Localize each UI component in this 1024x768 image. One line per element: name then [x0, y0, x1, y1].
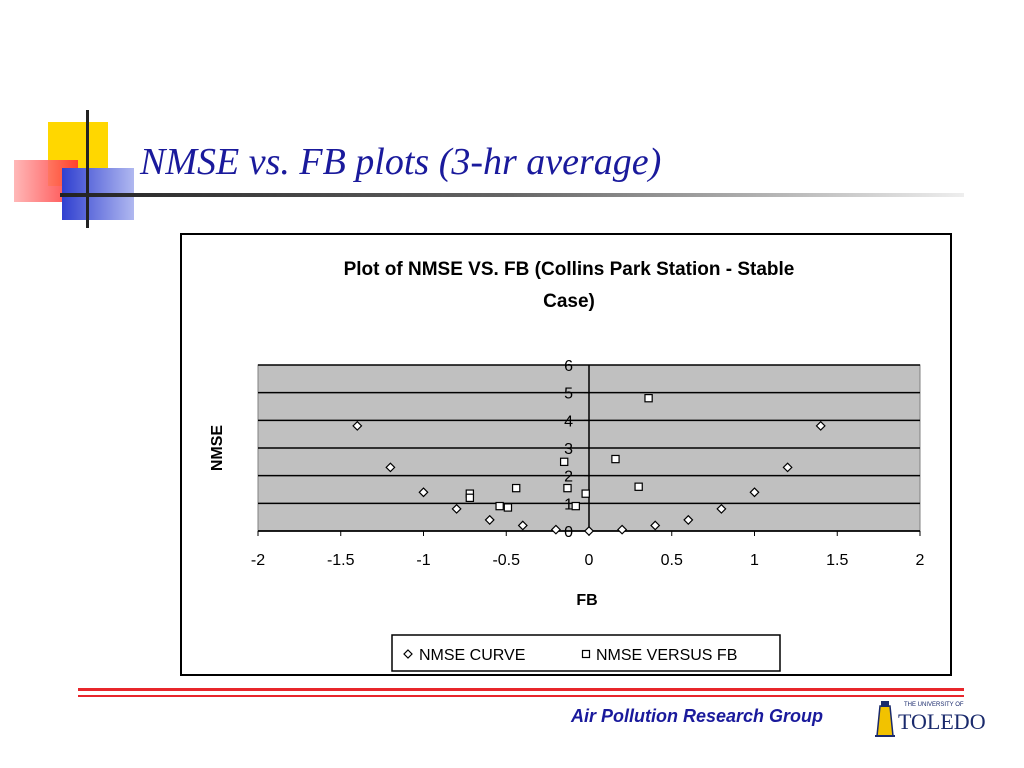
x-tick-label: 1.5 [826, 552, 848, 569]
data-point-nmse-versus-fb [634, 482, 643, 491]
lighthouse-icon [875, 701, 895, 737]
page-title: NMSE vs. FB plots (3-hr average) [140, 141, 662, 183]
y-tick-label: 3 [564, 441, 573, 458]
data-point-nmse-curve [451, 503, 462, 514]
data-point-nmse-curve [418, 487, 429, 498]
x-tick-label: -2 [251, 552, 265, 569]
data-point-nmse-curve [683, 514, 694, 525]
logo-small-text: THE UNIVERSITY OF [904, 702, 964, 708]
legend-label-nmse-curve: NMSE CURVE [419, 647, 525, 664]
legend-marker-square [581, 649, 591, 659]
x-axis-label: FB [576, 592, 597, 609]
data-point-nmse-versus-fb [503, 503, 513, 512]
x-tick-label: -1 [416, 552, 430, 569]
data-point-nmse-versus-fb [644, 394, 653, 403]
x-tick-label: -0.5 [492, 552, 520, 569]
y-axis-label: NMSE [209, 425, 226, 472]
y-tick-label: 1 [564, 496, 573, 513]
title-underline [60, 193, 964, 197]
chart-frame: Plot of NMSE VS. FB (Collins Park Statio… [180, 233, 952, 676]
data-point-nmse-curve [583, 525, 595, 537]
data-point-nmse-curve [815, 420, 826, 431]
y-tick-label: 5 [564, 386, 573, 403]
x-tick-label: 1 [750, 552, 759, 569]
y-tick-label: 0 [564, 524, 573, 541]
data-point-nmse-curve [650, 520, 661, 531]
data-point-nmse-versus-fb [495, 501, 504, 511]
footer-rule-bottom [78, 695, 964, 697]
data-point-nmse-curve [782, 462, 793, 473]
data-point-nmse-curve [716, 503, 727, 514]
data-point-nmse-curve [749, 487, 760, 498]
data-point-nmse-versus-fb [563, 483, 572, 493]
footer-rule-top [78, 688, 964, 691]
data-point-nmse-curve [550, 524, 561, 535]
data-point-nmse-curve [385, 462, 396, 473]
data-point-nmse-versus-fb [465, 493, 475, 503]
data-point-nmse-versus-fb [571, 501, 580, 511]
data-point-nmse-curve [352, 420, 363, 431]
chart-svg: Plot of NMSE VS. FB (Collins Park Statio… [209, 259, 925, 672]
x-tick-label: -1.5 [327, 552, 355, 569]
x-tick-label: 0.5 [661, 552, 683, 569]
footer-group-name: Air Pollution Research Group [571, 706, 824, 726]
y-tick-label: 6 [564, 358, 573, 375]
data-point-nmse-versus-fb [559, 457, 569, 467]
data-point-nmse-versus-fb [581, 489, 590, 498]
data-point-nmse-versus-fb [611, 454, 620, 464]
chart-title-line: Case) [543, 291, 595, 312]
data-point-nmse-curve [484, 514, 495, 525]
x-tick-label: 0 [585, 552, 594, 569]
deco-vertical-line [86, 110, 89, 228]
logo-main-text: TOLEDO [898, 709, 986, 734]
legend-marker-diamond [403, 649, 413, 659]
legend-label-nmse-versus-fb: NMSE VERSUS FB [596, 647, 737, 664]
university-logo: THE UNIVERSITY OF TOLEDO [868, 698, 986, 738]
data-point-nmse-curve [517, 520, 528, 531]
x-tick-label: 2 [916, 552, 925, 569]
y-tick-label: 2 [564, 469, 573, 486]
data-point-nmse-versus-fb [511, 483, 521, 493]
y-tick-label: 4 [564, 413, 573, 430]
chart-title-line: Plot of NMSE VS. FB (Collins Park Statio… [344, 259, 795, 280]
data-point-nmse-curve [617, 524, 628, 535]
